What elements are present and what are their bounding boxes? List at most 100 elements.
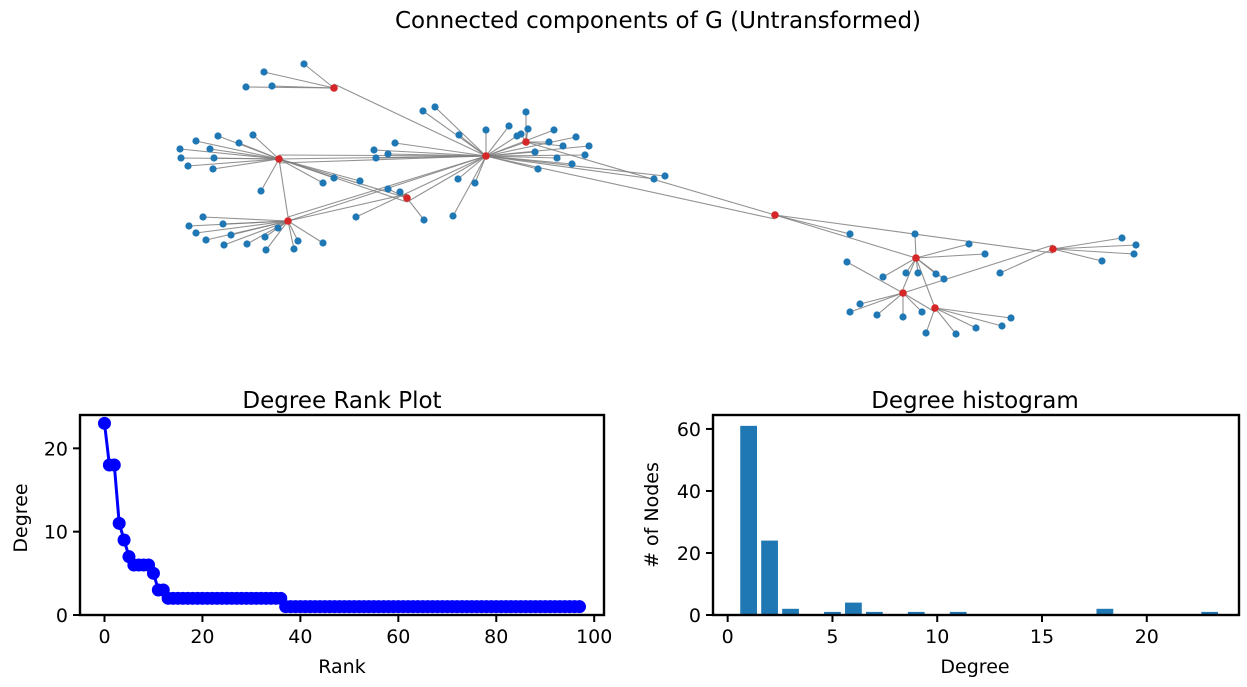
network-hub-node (1049, 245, 1057, 253)
network-leaf-node (268, 82, 276, 90)
network-edge (485, 155, 539, 170)
rank-plot-series (97, 416, 587, 614)
network-hub-node (330, 84, 338, 92)
histogram-bar (907, 611, 925, 615)
network-edge (914, 233, 917, 259)
network-edge (902, 244, 1054, 294)
network-leaf-node (294, 237, 302, 245)
network-leaf-node (372, 154, 380, 162)
network-edge (485, 155, 666, 177)
network-edge (1052, 237, 1123, 250)
network-edge (375, 155, 487, 159)
network-leaf-node (1118, 234, 1126, 242)
network-edge (458, 134, 487, 157)
network-leaf-node (274, 224, 282, 232)
network-leaf-node (454, 175, 462, 183)
network-hub-node (284, 217, 292, 225)
network-leaf-node (227, 231, 235, 239)
network-edge (452, 155, 487, 217)
network-edge (278, 158, 289, 218)
network-leaf-node (384, 185, 392, 193)
network-leaf-node (545, 138, 553, 146)
rank-plot-ticks: 0 20 40 60 80 100 0 10 20 (44, 438, 613, 648)
rank-xtick-label: 40 (288, 626, 312, 648)
network-edge (474, 155, 487, 184)
network-edge (246, 220, 289, 245)
network-edge (915, 257, 936, 309)
network-leaf-node (192, 229, 200, 237)
network-nodes (176, 60, 1140, 338)
network-leaf-node (199, 213, 207, 221)
network-edge (849, 292, 904, 313)
rank-point (112, 516, 126, 530)
network-leaf-node (471, 179, 479, 187)
network-edge (902, 292, 923, 313)
network-leaf-node (455, 131, 463, 139)
network-leaf-node (242, 83, 250, 91)
network-leaf-node (319, 239, 327, 247)
hist-ytick-label: 0 (689, 605, 701, 627)
network-leaf-node (290, 245, 298, 253)
network-leaf-node (176, 145, 184, 153)
network-edge (278, 158, 361, 182)
network-leaf-node (846, 308, 854, 316)
rank-point (146, 566, 160, 580)
network-edge (222, 220, 289, 225)
network-leaf-node (184, 162, 192, 170)
network-edge (287, 220, 295, 250)
histogram-title: Degree histogram (871, 388, 1079, 414)
hist-xtick-label: 10 (925, 626, 949, 648)
rank-xtick-label: 80 (484, 626, 508, 648)
hist-ytick-label: 20 (677, 543, 701, 565)
histogram-ylabel: # of Nodes (641, 462, 663, 568)
histogram-bar (761, 540, 778, 615)
network-leaf-node (1130, 250, 1138, 258)
network-edge (387, 153, 487, 157)
network-edge (238, 142, 280, 160)
rank-point (117, 533, 131, 547)
network-edge (230, 220, 289, 236)
network-edge (187, 158, 280, 167)
network-hub-node (771, 211, 779, 219)
rank-xtick-label: 60 (386, 626, 410, 648)
network-leaf-node (1132, 241, 1140, 249)
network-leaf-node (384, 150, 392, 158)
network-leaf-node (356, 177, 364, 185)
network-edge (287, 193, 408, 222)
hist-xtick-label: 5 (826, 626, 838, 648)
network-hub-node (912, 254, 920, 262)
network-edge (202, 216, 289, 222)
network-leaf-node (482, 126, 490, 134)
hist-xtick-label: 15 (1030, 626, 1054, 648)
hist-ytick-label: 40 (677, 481, 701, 503)
network-leaf-node (534, 165, 542, 173)
network-hub-node (403, 194, 411, 202)
network-leaf-node (192, 137, 200, 145)
network-leaf-node (391, 139, 399, 147)
network-edge (394, 142, 487, 157)
network-edge (195, 220, 289, 234)
histogram-bar (740, 425, 758, 615)
network-leaf-node (214, 132, 222, 140)
rank-plot-ylabel: Degree (10, 483, 32, 552)
network-edge (485, 155, 776, 220)
network-edge (1052, 248, 1103, 262)
network-hub-node (275, 155, 283, 163)
network-edge (209, 148, 280, 160)
network-edge (859, 292, 904, 305)
histogram-bar (1201, 611, 1219, 615)
network-leaf-node (210, 154, 218, 162)
network-hub-node (899, 289, 907, 297)
network-edge (876, 292, 904, 316)
rank-point (107, 458, 121, 472)
network-edge (934, 307, 1012, 319)
network-leaf-node (902, 269, 910, 277)
network-edge (525, 141, 564, 147)
network-edge (195, 140, 280, 160)
network-leaf-node (257, 187, 265, 195)
histogram-bar (824, 611, 841, 615)
network-leaf-node (185, 222, 193, 230)
network-leaf-node (449, 212, 457, 220)
network-edge (406, 155, 487, 203)
